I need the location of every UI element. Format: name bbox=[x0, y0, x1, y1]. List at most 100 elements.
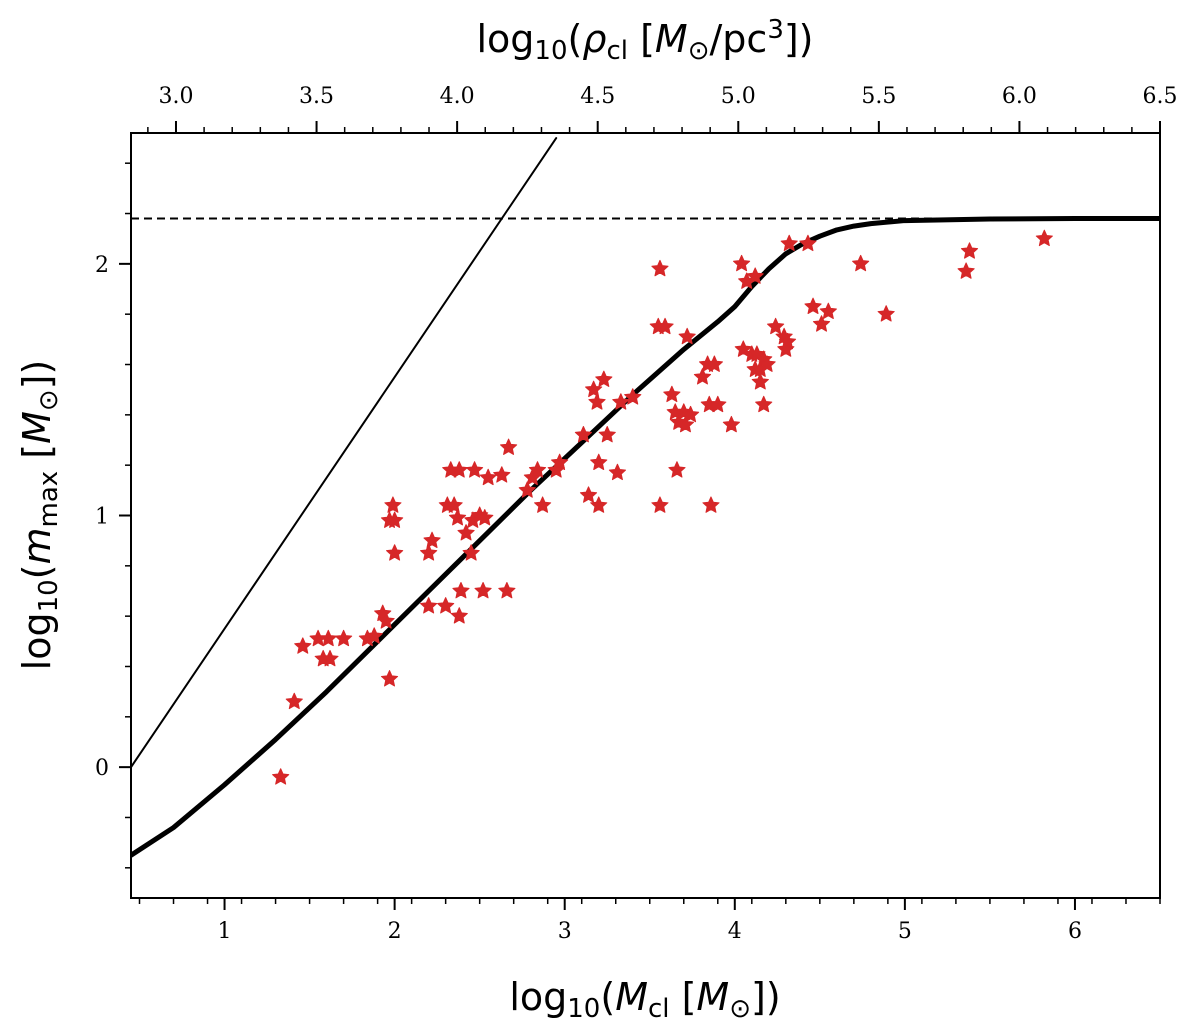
y-tick-label: 2 bbox=[95, 253, 109, 278]
data-point-star bbox=[778, 332, 797, 350]
data-point-star bbox=[676, 415, 695, 433]
data-point-star bbox=[500, 438, 518, 455]
data-point-star bbox=[386, 511, 404, 528]
data-point-star bbox=[656, 317, 674, 335]
data-point-star bbox=[722, 415, 740, 433]
data-point-star bbox=[663, 385, 681, 403]
data-point-star bbox=[693, 368, 712, 385]
plot-area bbox=[131, 137, 1160, 858]
data-point-star bbox=[465, 461, 484, 478]
data-point-star bbox=[590, 453, 608, 471]
data-point-star bbox=[957, 262, 975, 279]
data-point-star bbox=[960, 242, 979, 259]
data-point-star bbox=[479, 468, 497, 486]
top-tick-label: 3.5 bbox=[299, 84, 334, 109]
data-point-star bbox=[518, 481, 536, 498]
data-point-star bbox=[272, 768, 290, 785]
top-axis-title: log10(ρcl [M⊙/pc3]) bbox=[476, 15, 813, 66]
data-point-star bbox=[702, 496, 720, 513]
data-point-star bbox=[746, 267, 764, 284]
x-tick-label: 5 bbox=[898, 919, 912, 944]
y-axis-title: log10(mmax [M⊙]) bbox=[15, 360, 64, 671]
data-point-star bbox=[457, 524, 475, 541]
identity-line bbox=[131, 137, 558, 769]
top-tick-label: 4.5 bbox=[580, 84, 615, 109]
x-tick-label: 1 bbox=[218, 919, 232, 944]
data-series bbox=[131, 137, 1160, 858]
data-point-star bbox=[534, 496, 552, 513]
data-point-star bbox=[852, 254, 870, 272]
data-point-star bbox=[437, 597, 455, 614]
tick-marks bbox=[119, 121, 1161, 910]
data-point-star bbox=[380, 670, 399, 687]
data-point-star bbox=[751, 373, 769, 390]
x-tick-label: 6 bbox=[1068, 919, 1082, 944]
data-point-star bbox=[335, 629, 353, 647]
data-point-star bbox=[498, 581, 516, 599]
top-tick-label: 5.0 bbox=[721, 84, 756, 109]
data-point-star bbox=[588, 393, 606, 410]
data-point-star bbox=[585, 380, 603, 398]
top-tick-label: 6.0 bbox=[1002, 84, 1037, 109]
top-tick-label: 3.0 bbox=[158, 84, 193, 109]
data-point-star bbox=[651, 259, 669, 277]
data-point-star bbox=[624, 388, 642, 405]
data-point-star bbox=[551, 453, 569, 471]
data-point-star bbox=[450, 607, 468, 624]
top-tick-label: 6.5 bbox=[1143, 84, 1178, 109]
tick-labels: 1 2 3 4 5 6 3.0 3.5 4.0 4.5 5.0 5.5 6.0 6.5 0 1 2 bbox=[95, 84, 1178, 944]
data-point-star bbox=[877, 305, 895, 322]
data-point-star bbox=[420, 544, 438, 561]
data-point-star bbox=[377, 612, 395, 629]
data-point-star bbox=[767, 317, 785, 335]
data-point-star bbox=[476, 509, 494, 526]
data-point-star bbox=[651, 496, 669, 513]
data-point-star bbox=[365, 627, 383, 644]
data-point-star bbox=[450, 461, 468, 478]
data-point-star bbox=[799, 234, 817, 252]
data-point-star bbox=[423, 531, 441, 549]
data-point-star bbox=[386, 544, 404, 561]
data-point-star bbox=[590, 496, 608, 513]
data-point-star bbox=[709, 395, 727, 413]
top-tick-label: 5.5 bbox=[861, 84, 896, 109]
top-tick-label: 4.0 bbox=[440, 84, 475, 109]
y-tick-label: 1 bbox=[95, 505, 109, 530]
data-point-star bbox=[755, 395, 773, 413]
data-point-star bbox=[804, 297, 822, 315]
data-point-star bbox=[321, 649, 339, 667]
data-point-star bbox=[285, 692, 303, 710]
data-point-star bbox=[668, 461, 686, 478]
data-point-star bbox=[612, 393, 630, 410]
data-point-star bbox=[780, 234, 798, 252]
x-tick-label: 3 bbox=[558, 919, 572, 944]
data-point-star bbox=[598, 425, 616, 443]
x-tick-label: 2 bbox=[388, 919, 402, 944]
data-point-star bbox=[452, 581, 470, 599]
data-point-star bbox=[608, 463, 627, 481]
data-point-star bbox=[574, 425, 592, 443]
relation-curve bbox=[131, 216, 1160, 858]
data-point-star bbox=[420, 597, 438, 614]
x-tick-label: 4 bbox=[728, 919, 742, 944]
data-point-star bbox=[595, 370, 613, 387]
data-point-star bbox=[462, 544, 480, 561]
data-point-star bbox=[528, 461, 547, 478]
data-point-star bbox=[819, 302, 837, 320]
y-tick-label: 0 bbox=[95, 756, 109, 781]
data-point-star bbox=[445, 496, 463, 513]
data-point-star bbox=[319, 629, 337, 647]
data-point-star bbox=[678, 327, 696, 345]
data-point-star bbox=[294, 637, 312, 654]
data-point-star bbox=[474, 581, 492, 599]
data-point-star bbox=[812, 315, 831, 332]
data-point-star bbox=[579, 486, 598, 503]
data-point-star bbox=[448, 509, 467, 526]
data-point-star bbox=[681, 405, 700, 423]
data-point-star bbox=[1035, 229, 1053, 247]
data-point-star bbox=[758, 355, 776, 372]
data-point-star bbox=[493, 466, 511, 483]
data-point-star bbox=[384, 496, 402, 513]
x-axis-title: log10(Mcl [M⊙]) bbox=[509, 975, 780, 1024]
